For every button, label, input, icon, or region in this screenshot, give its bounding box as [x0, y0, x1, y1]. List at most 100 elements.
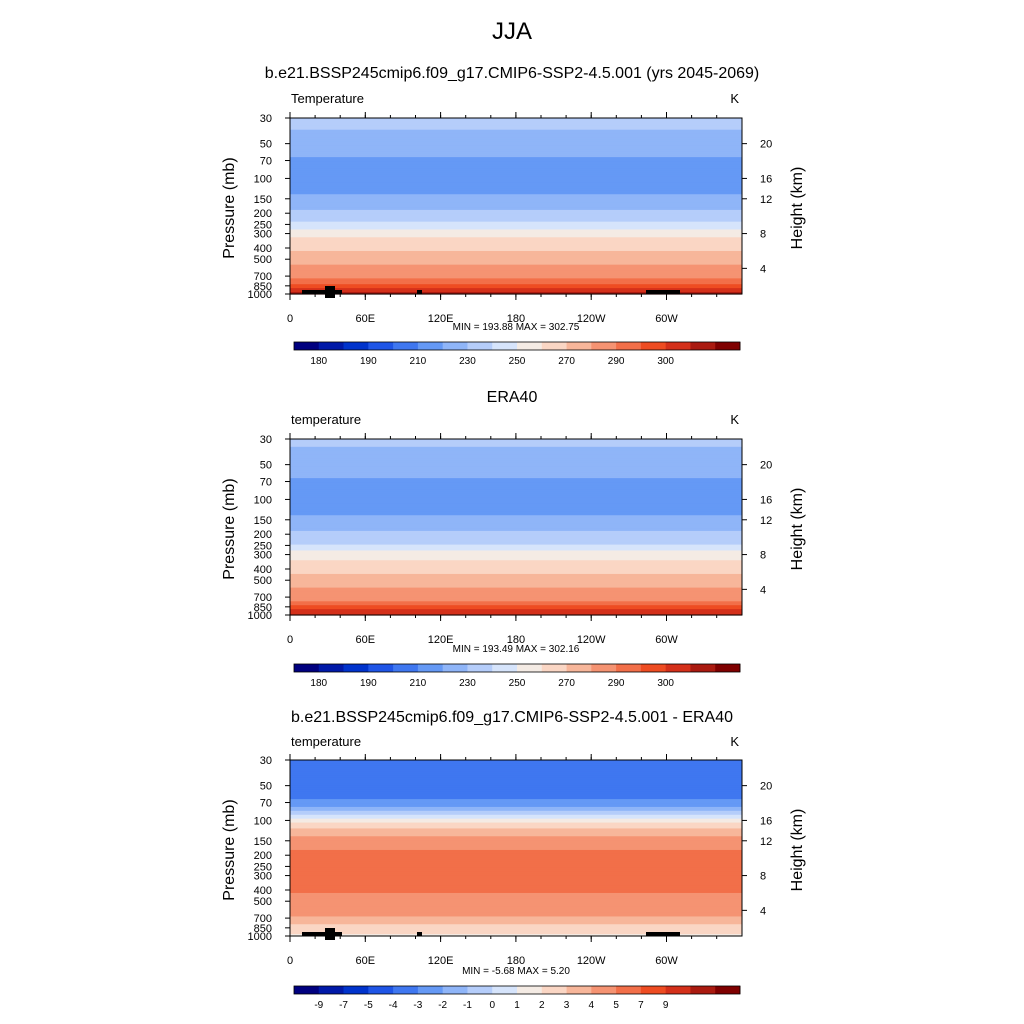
y-tick-label: 50 [260, 139, 272, 151]
x-tick-label: 120W [577, 313, 606, 325]
height-tick-label: 8 [760, 871, 766, 883]
field-label: temperature [291, 734, 361, 749]
contour-band [290, 820, 742, 824]
contour-band [290, 147, 742, 150]
contour-band [290, 761, 742, 765]
colorbar-swatch [492, 986, 518, 994]
contour-band [290, 211, 742, 215]
min-max-stats: MIN = -5.68 MAX = 5.20 [462, 966, 570, 977]
contour-band [290, 894, 742, 898]
contour-band [290, 575, 742, 579]
contour-band [290, 184, 742, 188]
contour-band [290, 180, 742, 184]
contour-band [290, 507, 742, 510]
colorbar-label: 3 [564, 1000, 570, 1011]
y-tick-label: 400 [254, 564, 272, 576]
topography-mask [325, 928, 335, 940]
contour-band [290, 808, 742, 812]
y-tick-label: 850 [254, 602, 272, 614]
pressure-axis-title: Pressure (mb) [221, 799, 238, 900]
colorbar-swatch [417, 664, 444, 672]
contour-band [290, 838, 742, 841]
colorbar-label: 270 [558, 678, 575, 689]
contour-band [290, 900, 742, 904]
y-tick-label: 200 [254, 208, 272, 220]
panel-title: b.e21.BSSP245cmip6.f09_g17.CMIP6-SSP2-4.… [265, 65, 760, 82]
contour-band [290, 161, 742, 164]
colorbar-swatch [517, 664, 543, 672]
pressure-axis-title: Pressure (mb) [221, 157, 238, 258]
topography-mask [646, 932, 680, 936]
contour-band [290, 495, 742, 499]
contour-band [290, 865, 742, 869]
contour-band [290, 887, 742, 890]
colorbar-label: 7 [638, 1000, 644, 1011]
y-tick-label: 100 [254, 173, 272, 185]
y-tick-label: 150 [254, 515, 272, 527]
contour-band [290, 235, 742, 238]
contour-band [290, 828, 742, 831]
contour-band [290, 869, 742, 873]
colorbar-swatch [343, 986, 369, 994]
contour-band [290, 280, 742, 283]
contour-band [290, 482, 742, 485]
colorbar-swatch [517, 986, 543, 994]
y-tick-label: 30 [260, 113, 272, 125]
contour-band [290, 268, 742, 272]
y-tick-label: 500 [254, 575, 272, 587]
y-tick-label: 400 [254, 885, 272, 897]
min-max-stats: MIN = 193.49 MAX = 302.16 [453, 644, 580, 655]
colorbar-frame [293, 341, 741, 351]
topography-mask [417, 932, 422, 936]
contour-band [290, 233, 742, 236]
contour-band [290, 804, 742, 808]
contour-band [290, 570, 742, 573]
contour-band [290, 454, 742, 458]
colorbar-label: 300 [657, 356, 674, 367]
contour-band [290, 611, 742, 614]
colorbar-label: 210 [410, 678, 427, 689]
height-tick-label: 4 [760, 905, 766, 917]
contour-band [290, 932, 742, 935]
contour-band [290, 607, 742, 610]
contour-band [290, 515, 742, 518]
contour-band [290, 133, 742, 137]
contour-band [290, 456, 742, 460]
colorbar-swatch [541, 342, 567, 350]
colorbar-swatch [467, 664, 493, 672]
contour-band [290, 215, 742, 219]
colorbar-swatch [690, 342, 716, 350]
x-tick-label: 120W [577, 634, 606, 646]
topography-mask [646, 290, 680, 294]
contour-band [290, 254, 742, 258]
contour-band [290, 771, 742, 775]
contour-band [290, 848, 742, 851]
y-tick-label: 400 [254, 243, 272, 255]
contour-band [290, 139, 742, 143]
contour-band [290, 861, 742, 865]
contour-band [290, 597, 742, 600]
min-max-stats: MIN = 193.88 MAX = 302.75 [453, 322, 580, 333]
contour-band [290, 258, 742, 262]
contour-band [290, 573, 742, 577]
colorbar-frame [293, 663, 741, 673]
y-tick-label: 250 [254, 540, 272, 552]
panel-title: b.e21.BSSP245cmip6.f09_g17.CMIP6-SSP2-4.… [291, 709, 733, 726]
contour-band [290, 546, 742, 550]
contour-band [290, 505, 742, 509]
y-tick-label: 1000 [248, 289, 272, 301]
contour-band [290, 930, 742, 933]
contour-band [290, 162, 742, 166]
contour-band [290, 540, 742, 544]
contour-band [290, 264, 742, 268]
colorbar-swatch [442, 664, 468, 672]
contour-band [290, 589, 742, 593]
contour-band [290, 278, 742, 281]
colorbar-swatch [492, 664, 518, 672]
colorbar-swatch [690, 664, 716, 672]
contour-band [290, 519, 742, 522]
contour-band [290, 164, 742, 168]
colorbar-label: -5 [364, 1000, 373, 1011]
contour-band [290, 155, 742, 158]
contour-band [290, 182, 742, 186]
